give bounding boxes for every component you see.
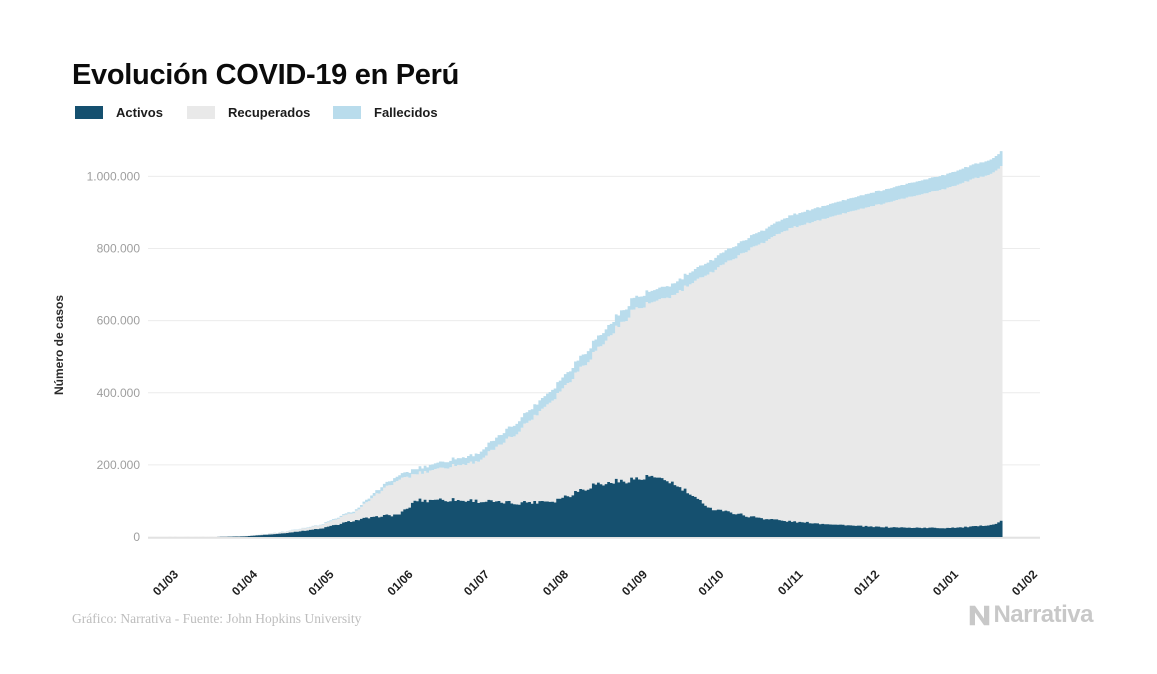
chart-credit: Gráfico: Narrativa - Fuente: John Hopkin… — [72, 611, 362, 626]
y-tick-label: 200.000 — [97, 458, 141, 472]
x-tick-label: 01/04 — [229, 567, 260, 598]
legend-label-fallecidos: Fallecidos — [374, 104, 438, 120]
legend-item-activos: Activos — [75, 104, 163, 120]
x-tick-label: 01/11 — [775, 567, 806, 598]
x-tick-label: 01/01 — [930, 567, 961, 598]
x-tick-label: 01/03 — [150, 567, 181, 598]
x-tick-label: 01/02 — [1009, 567, 1040, 598]
page-title: Evolución COVID-19 en Perú — [72, 59, 460, 92]
legend-label-activos: Activos — [116, 104, 163, 120]
x-tick-label: 01/09 — [619, 567, 650, 598]
y-tick-label: 800.000 — [97, 242, 141, 256]
x-tick-label: 01/07 — [461, 567, 492, 598]
narrativa-logo: Narrativa — [969, 601, 1093, 629]
legend-swatch-activos — [75, 105, 103, 119]
x-tick-label: 01/06 — [384, 567, 415, 598]
y-tick-label: 400.000 — [97, 386, 141, 400]
y-axis-title: Número de casos — [52, 295, 66, 395]
bars-fallecidos — [258, 151, 1003, 535]
y-tick-label: 0 — [133, 530, 140, 544]
legend-swatch-fallecidos — [333, 105, 361, 119]
x-tick-label: 01/10 — [695, 567, 726, 598]
legend-label-recuperados: Recuperados — [228, 104, 311, 120]
narrativa-logo-mark — [970, 605, 990, 625]
legend-swatch-recuperados — [187, 105, 215, 119]
x-tick-label: 01/05 — [305, 567, 336, 598]
bars-recuperados — [168, 165, 1003, 537]
y-tick-label: 1.000.000 — [87, 169, 141, 183]
narrativa-logo-text: Narrativa — [993, 601, 1093, 628]
y-tick-label: 600.000 — [97, 314, 141, 328]
x-tick-label: 01/12 — [851, 567, 882, 598]
x-tick-label: 01/08 — [540, 567, 571, 598]
legend-item-recuperados: Recuperados — [187, 104, 311, 120]
legend-item-fallecidos: Fallecidos — [333, 104, 438, 120]
bars-activos — [217, 474, 1003, 537]
